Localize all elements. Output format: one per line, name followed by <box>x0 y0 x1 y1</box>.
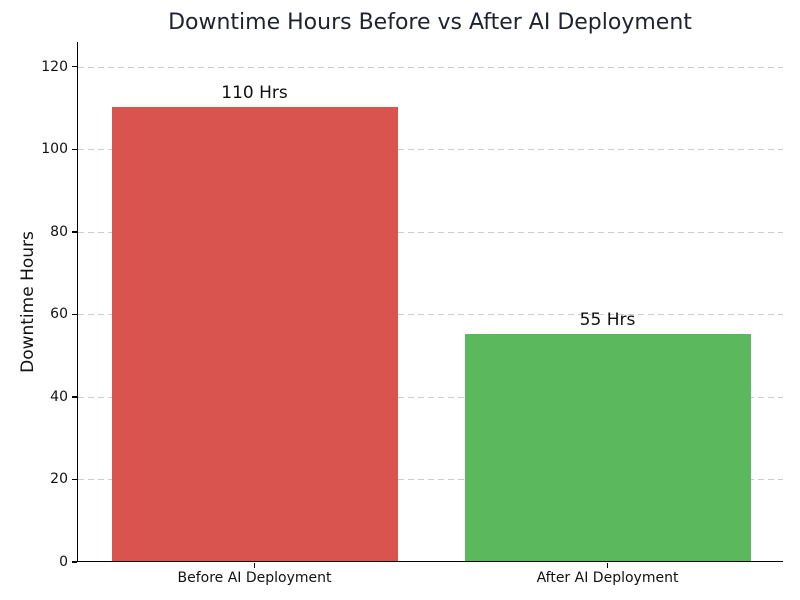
bar-before-ai-deployment <box>112 107 398 561</box>
y-gridline <box>78 314 783 316</box>
y-gridline <box>78 396 783 398</box>
y-tick-mark <box>72 231 77 233</box>
y-gridline <box>78 66 783 68</box>
x-tick-label: After AI Deployment <box>536 570 679 586</box>
y-gridline <box>78 231 783 233</box>
y-tick-mark <box>72 313 77 316</box>
y-tick-label: 100 <box>41 141 68 158</box>
y-tick-label: 60 <box>50 306 68 323</box>
bar-after-ai-deployment <box>465 334 751 561</box>
x-tick-mark <box>606 563 609 568</box>
y-tick-mark <box>72 561 77 563</box>
chart-title: Downtime Hours Before vs After AI Deploy… <box>168 10 692 35</box>
bar-value-label: 55 Hrs <box>579 310 636 331</box>
y-tick-mark <box>72 66 77 68</box>
bar-value-label: 110 Hrs <box>221 83 288 104</box>
plot-area: 0 20 40 60 80 100 120 110 Hrs Before AI Deployme… <box>41 42 783 586</box>
y-axis-label: Downtime Hours <box>18 231 38 373</box>
y-tick-label: 20 <box>50 471 68 488</box>
y-tick-mark <box>72 148 77 150</box>
y-tick-label: 40 <box>50 388 68 405</box>
x-tick-label: Before AI Deployment <box>177 570 332 586</box>
y-tick-mark <box>72 478 77 481</box>
y-tick-label: 0 <box>59 554 68 570</box>
y-tick-label: 80 <box>50 223 68 240</box>
y-gridline <box>78 479 783 481</box>
y-gridline <box>78 149 783 151</box>
x-tick-mark <box>253 563 256 568</box>
y-tick-label: 120 <box>41 58 68 75</box>
y-tick-mark <box>72 396 77 398</box>
